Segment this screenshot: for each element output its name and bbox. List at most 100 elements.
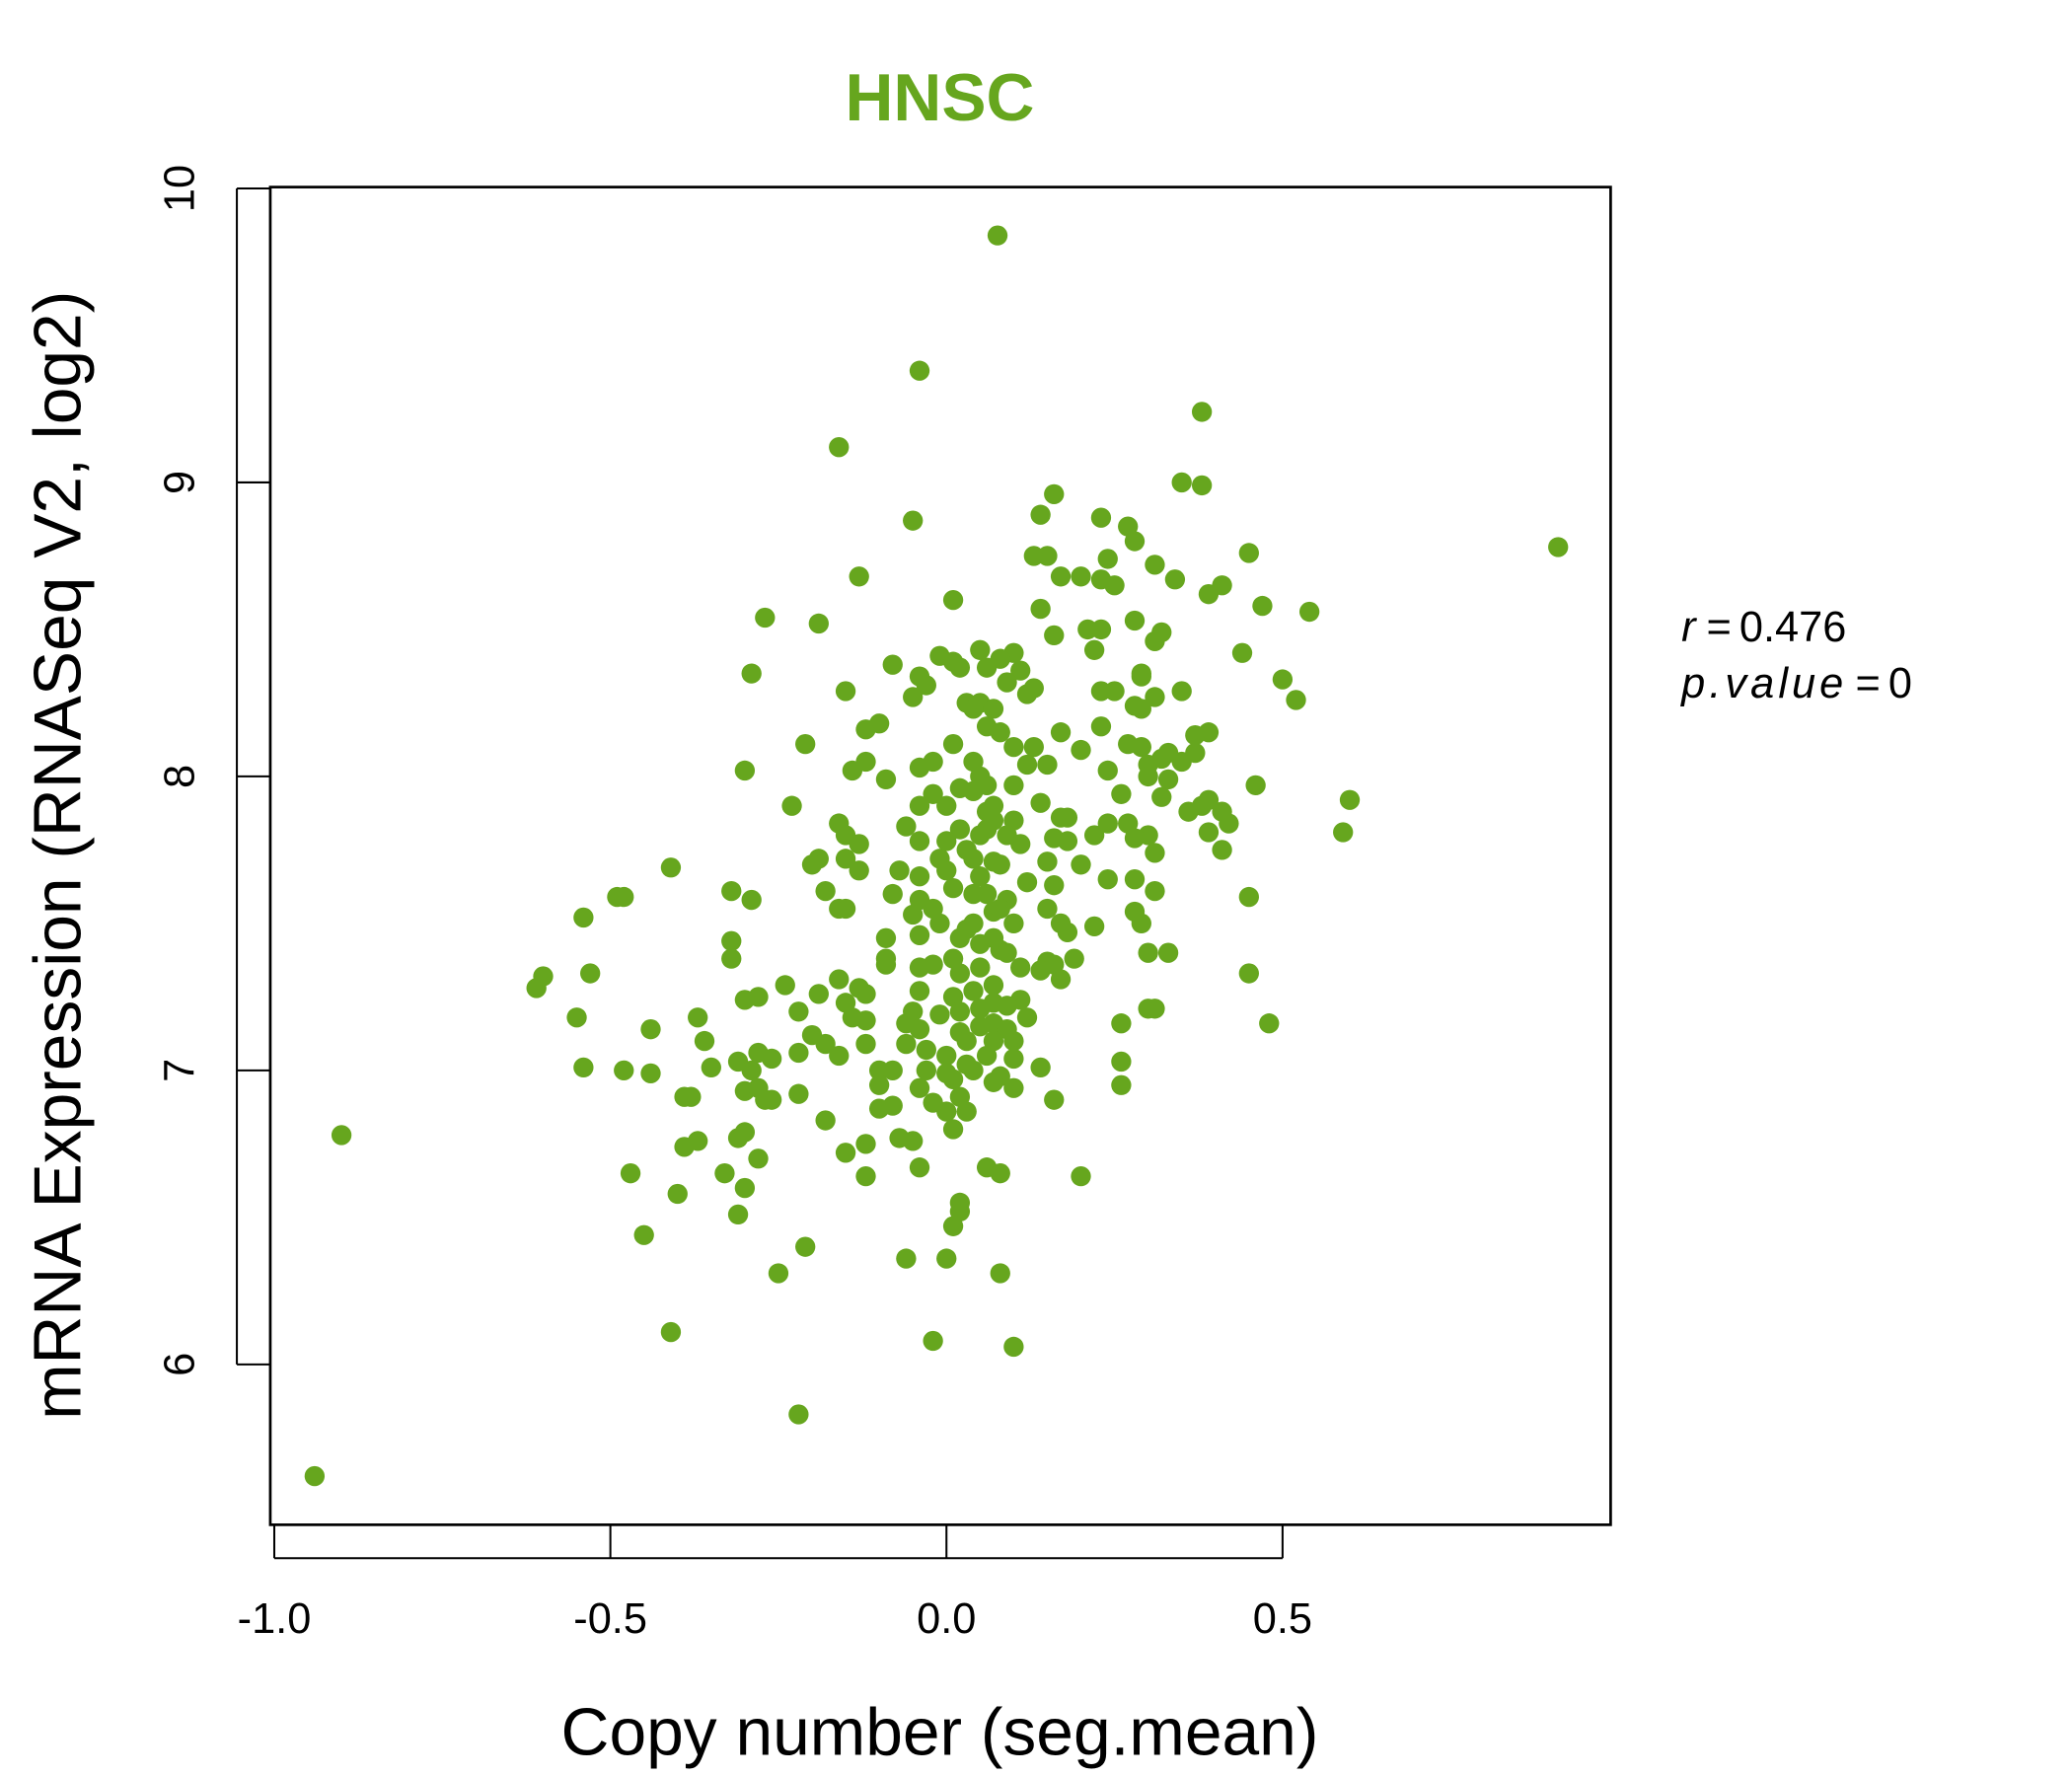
data-point [936,1248,957,1269]
data-point [936,795,957,816]
data-point [1030,598,1051,620]
data-point [1064,948,1084,969]
data-point [1030,960,1051,981]
data-point [882,654,903,675]
data-point [882,1095,903,1116]
data-point [949,819,971,840]
data-point [1044,625,1065,646]
data-point [882,883,903,905]
data-point [1131,666,1151,687]
data-point [990,1263,1010,1284]
data-point [781,795,802,816]
data-point [1097,760,1118,781]
data-points [304,225,1569,1487]
data-point [1191,402,1213,422]
data-point [694,1030,715,1052]
data-point [734,990,756,1010]
data-point [1238,886,1259,908]
data-point [916,1060,936,1081]
data-point [1286,690,1306,710]
data-point [1090,716,1112,737]
data-point [1071,739,1091,761]
data-point [614,1060,634,1081]
x-tick-label: 0.5 [1253,1595,1312,1643]
data-point [620,1163,641,1184]
data-point [1037,898,1058,920]
data-point [909,831,930,851]
data-point [788,1001,809,1022]
data-point [1044,483,1065,505]
data-point [1010,957,1031,978]
data-point [1191,475,1213,496]
data-point [1124,610,1146,631]
data-point [1003,1336,1024,1358]
data-point [909,795,930,816]
data-point [1145,687,1165,707]
data-point [835,681,856,702]
data-point [633,1224,654,1245]
data-point [815,880,836,902]
data-point [566,1007,587,1028]
correlation-annotation: r = 0.476 p.value = 0 [1679,604,1912,707]
data-point [1171,751,1192,773]
data-point [963,981,984,1001]
data-point [788,1042,809,1064]
data-point [1097,813,1118,834]
data-point [1185,725,1206,746]
data-point [849,834,869,854]
data-point [942,589,964,611]
data-point [688,1007,708,1028]
data-point [788,1404,809,1425]
data-point [1145,880,1165,902]
data-point [903,687,924,707]
data-point [829,969,850,990]
data-point [997,996,1017,1016]
data-point [667,1183,688,1205]
data-point [896,1248,917,1269]
data-point [829,1045,850,1067]
data-point [983,1072,1004,1092]
data-point [956,840,977,860]
data-point [923,783,943,804]
data-point [936,831,957,851]
data-point [1212,840,1232,860]
data-point [1057,807,1078,828]
data-point [956,1101,977,1122]
data-point [1097,869,1118,890]
data-point [1138,942,1158,963]
data-point [741,1060,762,1081]
data-point [903,1131,924,1151]
r-label: r [1681,604,1697,651]
y-tick-label: 9 [157,471,204,494]
x-tick-label: -1.0 [238,1595,312,1643]
data-point [855,1033,876,1055]
data-point [1548,537,1569,557]
data-point [1003,1048,1024,1070]
data-point [1131,913,1151,934]
data-point [875,954,897,975]
data-point [1259,1013,1280,1034]
data-point [1071,1165,1091,1187]
data-point [1050,969,1072,990]
data-point [936,1045,957,1067]
data-point [1044,874,1065,896]
data-point [842,760,863,781]
data-point [929,849,950,869]
data-point [1016,684,1038,704]
data-point [889,860,910,881]
data-point [1023,736,1044,758]
data-point [990,854,1010,875]
data-point [855,719,876,740]
data-point [1016,872,1038,893]
data-point [808,613,829,634]
data-point [990,722,1010,743]
data-point [1111,783,1132,804]
data-point [701,1057,721,1078]
plot-frame [268,185,1612,1526]
data-point [788,1083,809,1104]
data-point [1252,595,1273,617]
data-point [1124,531,1146,552]
data-point [855,1165,876,1187]
data-point [741,889,762,911]
data-point [1071,854,1091,875]
